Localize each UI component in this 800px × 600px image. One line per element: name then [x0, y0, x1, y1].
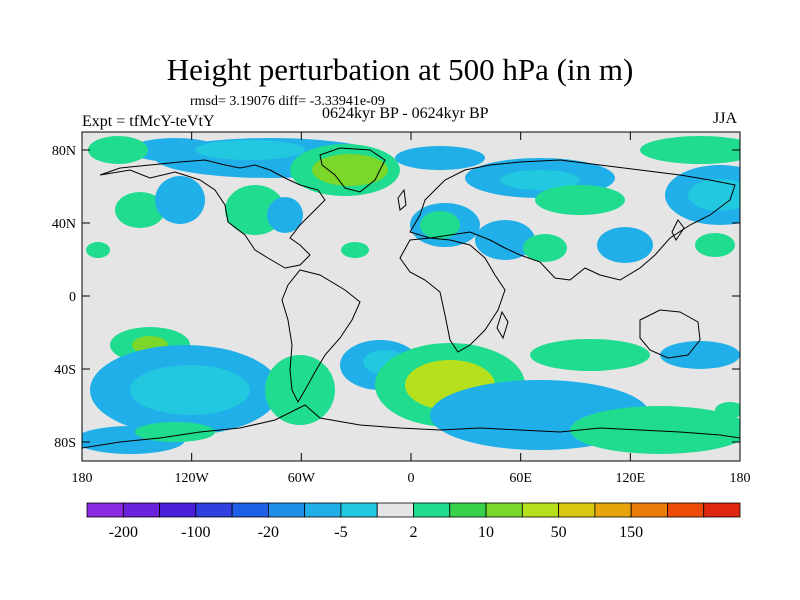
contour-green-far-se — [715, 402, 740, 418]
contour-green-ne-arctic — [640, 136, 740, 164]
lon-tick-label: 120W — [175, 471, 210, 486]
coastline-australia — [639, 309, 701, 359]
contour-cyan-arctic — [195, 140, 305, 160]
contour-green-tropical-atlantic — [341, 242, 369, 258]
coastline-uk — [397, 188, 407, 211]
coastline-africa — [399, 237, 506, 353]
colorbar-swatch — [376, 502, 414, 518]
lon-tick-label: 180 — [730, 471, 751, 486]
colorbar: -200 -100 -20 -5 2 10 50 150 — [86, 502, 741, 541]
contour-green-s-of-australia — [570, 406, 740, 454]
coastline-madagascar — [496, 310, 509, 340]
colorbar-label: -200 — [109, 524, 138, 541]
colorbar-label: -20 — [258, 524, 279, 541]
colorbar-swatch — [703, 502, 741, 518]
colorbar-swatch — [630, 502, 668, 518]
coastlines — [82, 147, 740, 449]
colorbar-label: 10 — [478, 524, 494, 541]
lon-tick-label: 60E — [509, 471, 532, 486]
contour-lime-greenland — [312, 154, 388, 186]
contour-green-w-pacific — [695, 233, 735, 257]
longitude-axis: 180 120W 60W 0 60E 120E 180 — [72, 132, 751, 486]
contour-green-central-asia — [535, 185, 625, 215]
colorbar-swatch — [86, 502, 124, 518]
colorbar-swatch — [231, 502, 269, 518]
contour-cyan-ne-asia — [688, 179, 740, 211]
contour-green-antarctica-pacific — [135, 422, 215, 442]
contour-blue-pacific-nw — [155, 176, 205, 224]
season-label: JJA — [713, 110, 738, 127]
contour-green-europe — [420, 211, 460, 239]
coastline-greenland — [319, 147, 386, 193]
contour-blue-east-asia — [597, 227, 653, 263]
colorbar-swatch — [122, 502, 160, 518]
lon-tick-label: 60W — [288, 471, 316, 486]
coastline-south-america — [281, 269, 361, 404]
lat-tick-label: 40N — [52, 217, 76, 232]
colorbar-label: 150 — [619, 524, 643, 541]
lat-tick-label: 0 — [69, 290, 76, 305]
colorbar-swatch — [667, 502, 705, 518]
colorbar-label: 50 — [551, 524, 567, 541]
colorbar-swatch — [413, 502, 451, 518]
latitude-axis: 80N 40N 0 40S 80S — [52, 144, 740, 451]
colorbar-label: -5 — [334, 524, 347, 541]
colorbar-swatch — [340, 502, 378, 518]
contour-green-south-asia — [523, 234, 567, 262]
contour-blue-australia — [660, 341, 740, 369]
stats-line: rmsd= 3.19076 diff= -3.33941e-09 — [190, 94, 385, 109]
colorbar-swatch — [449, 502, 487, 518]
colorbar-swatch — [195, 502, 233, 518]
contour-green-argentina — [265, 355, 335, 425]
period-label: 0624kyr BP - 0624kyr BP — [322, 105, 489, 122]
lon-tick-label: 0 — [408, 471, 415, 486]
experiment-label: Expt = tfMcY-teVtY — [82, 113, 215, 130]
colorbar-swatch — [304, 502, 342, 518]
colorbar-swatch — [521, 502, 560, 518]
contour-fields — [82, 136, 740, 454]
colorbar-label: 2 — [410, 524, 418, 541]
coastline-eurasia — [409, 159, 736, 281]
colorbar-swatch — [485, 502, 523, 518]
lat-tick-label: 40S — [54, 363, 76, 378]
lat-tick-label: 80N — [52, 144, 76, 159]
contour-cyan-siberia — [500, 170, 580, 190]
chart-title: Height perturbation at 500 hPa (in m) — [166, 52, 634, 87]
lat-tick-label: 80S — [54, 436, 76, 451]
contour-blue-n-atlantic — [395, 146, 485, 170]
colorbar-swatch — [267, 502, 306, 518]
colorbar-swatch — [159, 502, 197, 518]
colorbar-swatch — [558, 502, 596, 518]
coastline-japan — [671, 219, 685, 241]
contour-blue-middle-east — [475, 220, 535, 260]
contour-cyan-s-pacific — [130, 365, 250, 415]
lon-tick-label: 180 — [72, 471, 93, 486]
contour-green-nw-arctic — [88, 136, 148, 164]
contour-green-tropical-pacific — [86, 242, 110, 258]
lon-tick-label: 120E — [616, 471, 646, 486]
coastline-north-america — [99, 159, 326, 269]
contour-green-n-pacific — [115, 192, 165, 228]
contour-green-indian-ocean — [530, 339, 650, 371]
colorbar-label: -100 — [181, 524, 210, 541]
contour-blue-n-america — [267, 197, 303, 233]
colorbar-swatch — [594, 502, 632, 518]
coastline-antarctica — [82, 404, 740, 449]
